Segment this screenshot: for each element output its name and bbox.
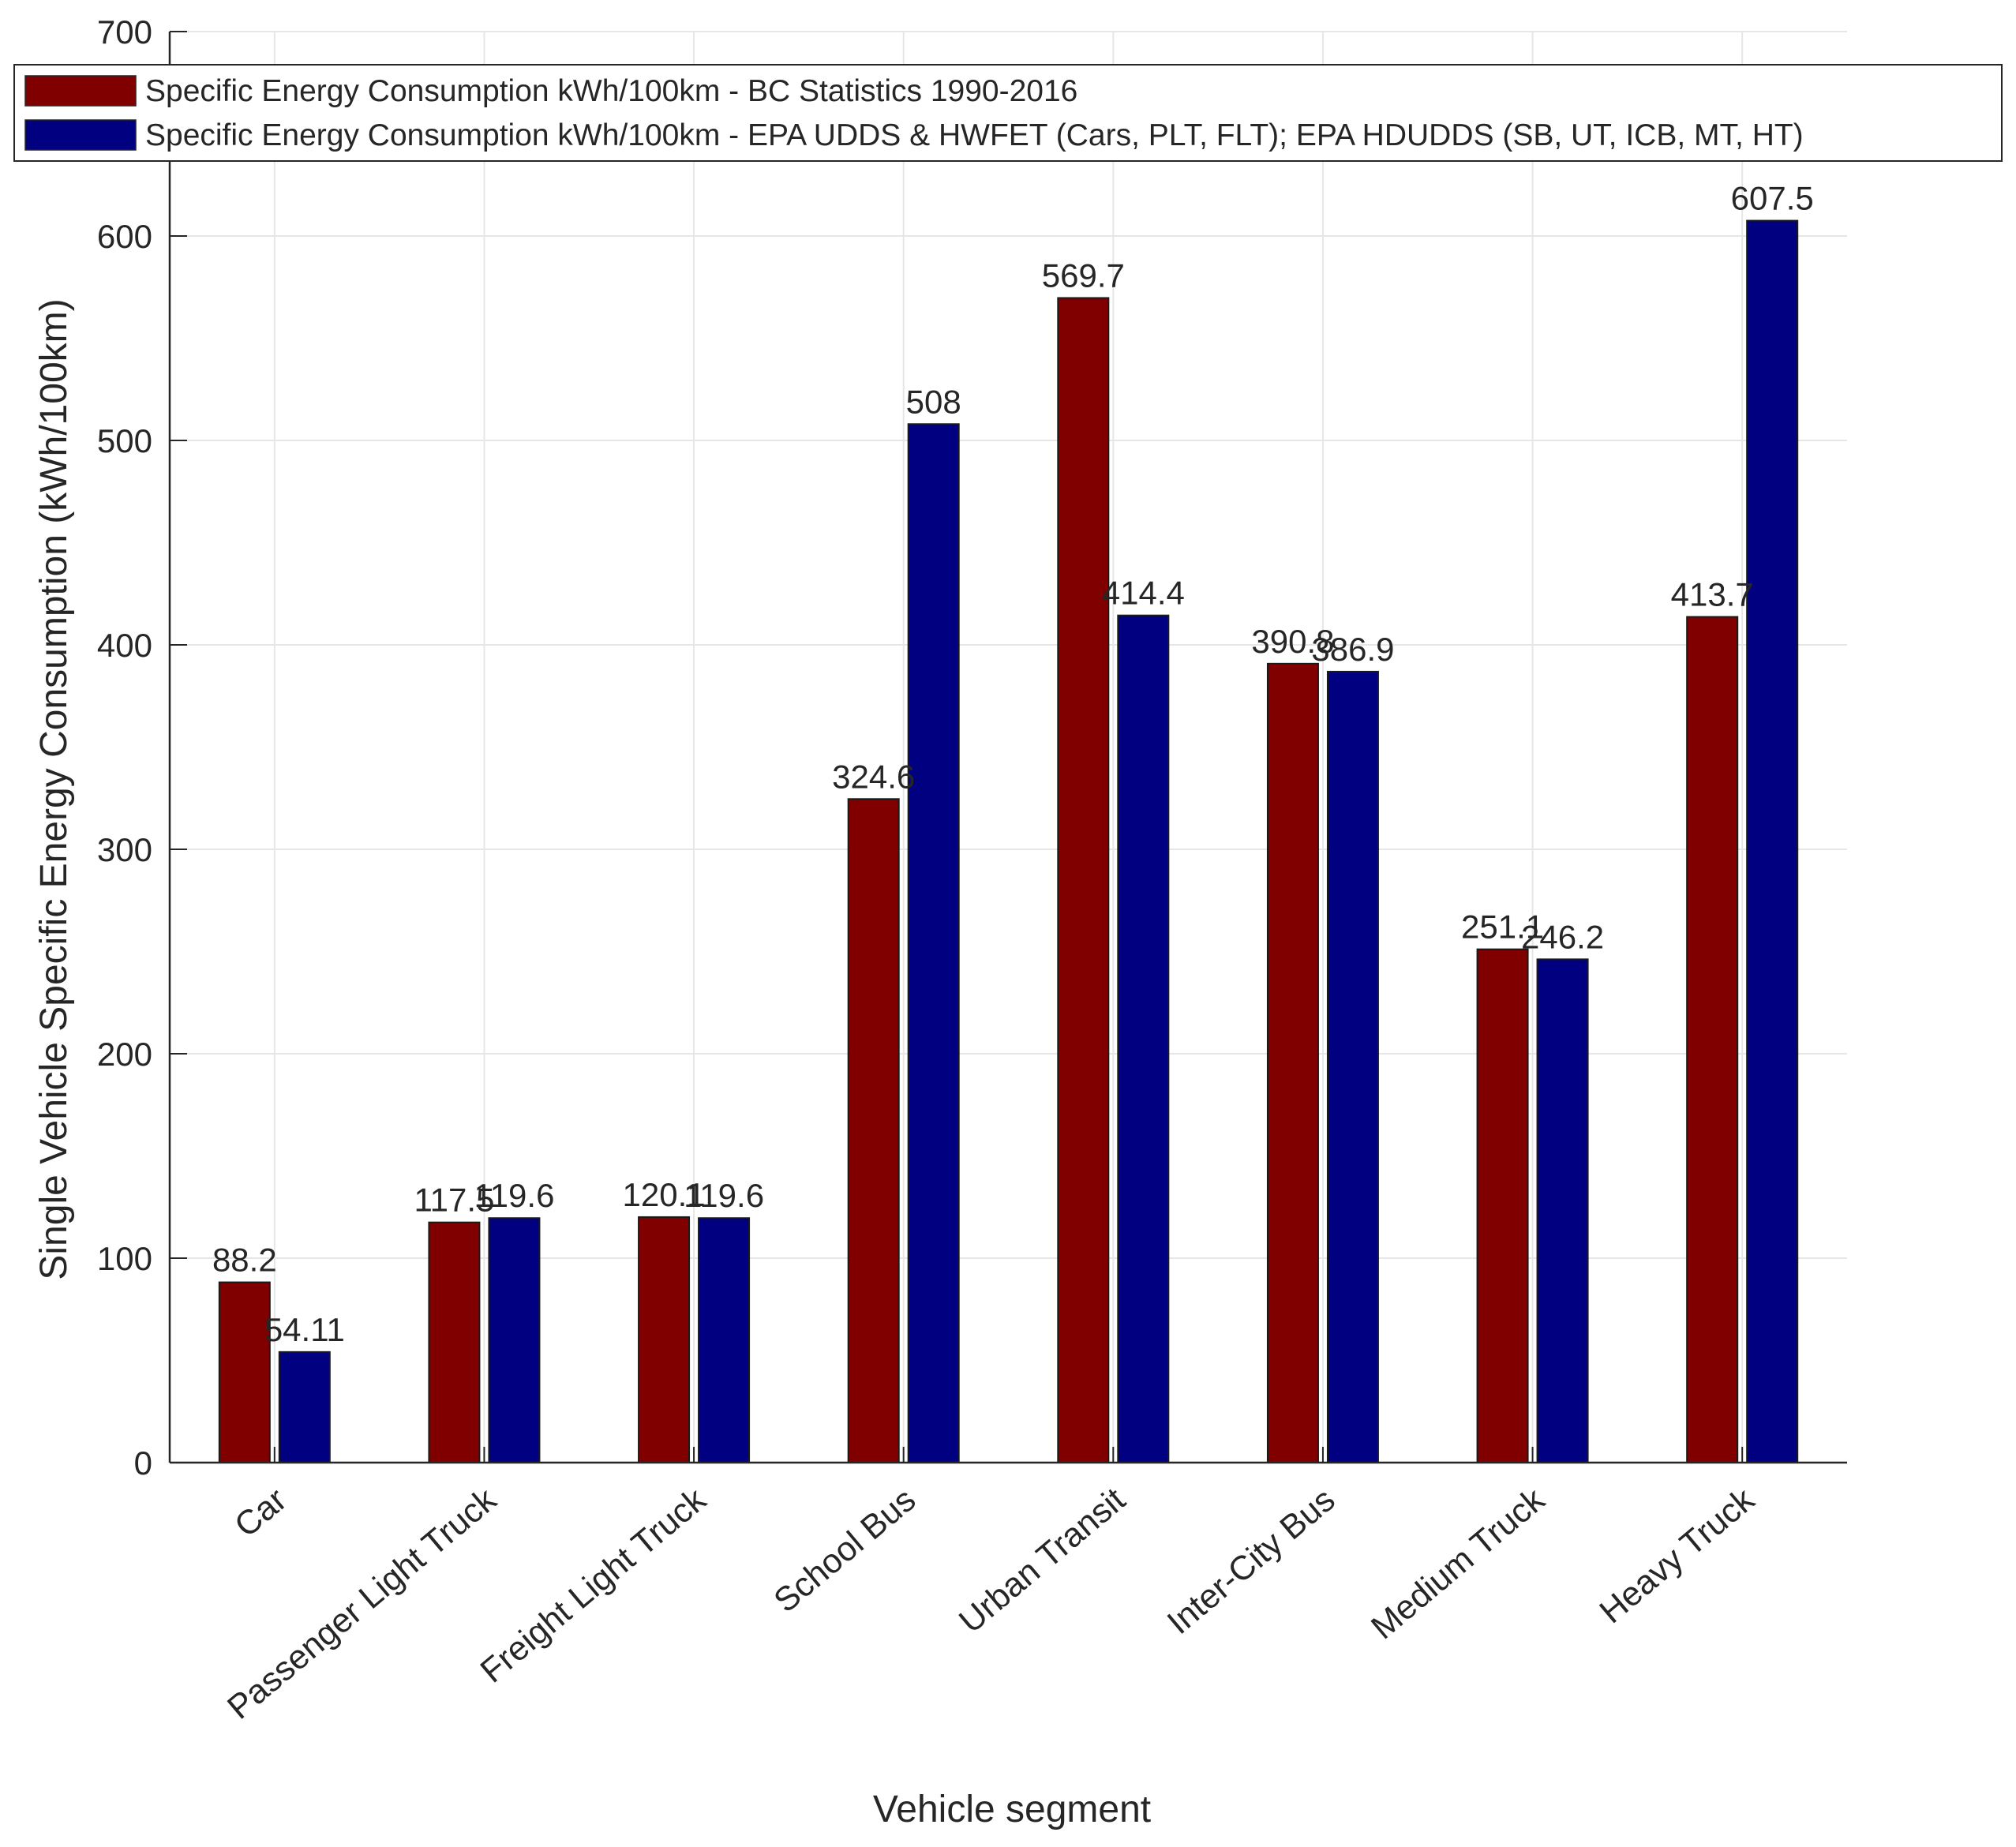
bar-epa-7 — [1746, 219, 1799, 1464]
value-label-bc-0: 88.2 — [212, 1242, 277, 1279]
grid-lines — [170, 31, 1847, 1463]
legend: Specific Energy Consumption kWh/100km - … — [13, 64, 2003, 162]
value-label-epa-0: 54.11 — [264, 1311, 345, 1348]
bar-bc-6 — [1476, 948, 1529, 1463]
bars — [218, 219, 1799, 1464]
value-label-bc-1: 117.5 — [414, 1182, 494, 1219]
value-label-epa-1: 119.6 — [474, 1177, 554, 1214]
value-label-bc-6: 251.1 — [1461, 909, 1544, 946]
y-tick-label: 600 — [97, 218, 152, 255]
y-tick-label: 500 — [97, 422, 152, 459]
bar-bc-3 — [847, 798, 900, 1463]
bar-epa-4 — [1117, 614, 1170, 1463]
bar-bc-5 — [1266, 662, 1319, 1463]
bar-epa-5 — [1326, 670, 1379, 1463]
bar-bc-0 — [218, 1281, 271, 1464]
value-label-bc-4: 569.7 — [1042, 257, 1125, 294]
value-label-epa-3: 508 — [906, 383, 961, 420]
legend-label-bc: Specific Energy Consumption kWh/100km - … — [145, 74, 1077, 108]
legend-swatch-epa — [24, 119, 137, 151]
legend-swatch-bc — [24, 75, 137, 107]
bar-bc-4 — [1057, 297, 1110, 1463]
y-tick-label: 300 — [97, 831, 152, 868]
value-labels: 88.2 117.5 120.1 324.6 569.7 390.8 251.1 413.7 5… — [212, 180, 1814, 1348]
tick-labels: 0 100 200 300 400 500 600 700 — [97, 13, 152, 1482]
y-axis-title: Single Vehicle Specific Energy Consumpti… — [33, 298, 75, 1279]
value-label-bc-2: 120.1 — [623, 1176, 706, 1213]
legend-label-epa: Specific Energy Consumption kWh/100km - … — [145, 118, 1804, 152]
value-label-epa-6: 246.2 — [1521, 918, 1604, 955]
value-label-epa-7: 607.5 — [1731, 180, 1814, 217]
bar-bc-7 — [1686, 616, 1739, 1464]
bar-epa-3 — [907, 423, 960, 1463]
value-label-bc-3: 324.6 — [832, 758, 915, 795]
y-tick-label: 400 — [97, 627, 152, 664]
value-label-epa-2: 119.6 — [684, 1177, 764, 1214]
y-tick-label: 200 — [97, 1036, 152, 1073]
legend-box — [13, 64, 2003, 162]
value-label-bc-5: 390.8 — [1251, 623, 1334, 660]
axes — [168, 31, 1847, 1464]
y-tick-label: 700 — [97, 13, 152, 51]
bar-epa-2 — [698, 1217, 751, 1463]
value-label-epa-5: 386.9 — [1311, 631, 1394, 668]
x-axis-title: Vehicle segment — [873, 1789, 1151, 1830]
value-label-epa-4: 414.4 — [1102, 575, 1185, 612]
y-tick-label: 100 — [97, 1240, 152, 1277]
bar-epa-1 — [488, 1217, 541, 1463]
value-label-bc-7: 413.7 — [1671, 576, 1754, 613]
bar-epa-6 — [1536, 958, 1589, 1464]
bar-bc-2 — [638, 1216, 691, 1464]
bar-epa-0 — [278, 1351, 331, 1463]
bar-bc-1 — [428, 1221, 481, 1464]
y-tick-label: 0 — [134, 1444, 152, 1482]
